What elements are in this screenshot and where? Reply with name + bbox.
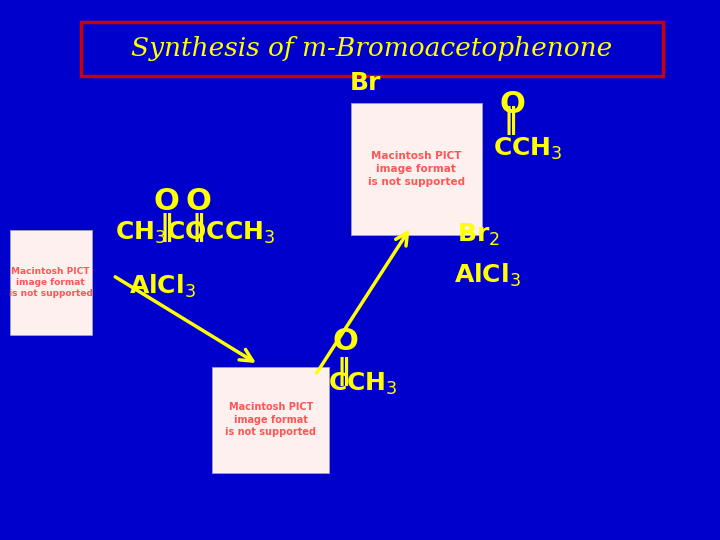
Text: Macintosh PICT
image format
is not supported: Macintosh PICT image format is not suppo… <box>225 402 316 437</box>
Text: Macintosh PICT
image format
is not supported: Macintosh PICT image format is not suppo… <box>368 151 465 187</box>
Text: O: O <box>333 327 359 356</box>
Text: Synthesis of m-Bromoacetophenone: Synthesis of m-Bromoacetophenone <box>132 36 613 61</box>
Text: AlCl$_3$: AlCl$_3$ <box>129 273 196 300</box>
Bar <box>10 230 91 335</box>
Text: Br: Br <box>349 71 381 94</box>
Text: Br$_2$: Br$_2$ <box>457 222 500 248</box>
Text: ‖: ‖ <box>503 106 517 135</box>
Text: ‖: ‖ <box>336 357 351 386</box>
Text: CCH$_3$: CCH$_3$ <box>492 136 562 162</box>
Text: ‖: ‖ <box>159 213 173 242</box>
Text: O: O <box>185 187 211 216</box>
Text: CH$_3$COCCH$_3$: CH$_3$COCCH$_3$ <box>115 219 276 246</box>
Text: AlCl$_3$: AlCl$_3$ <box>454 262 521 289</box>
Text: O: O <box>500 90 526 119</box>
Bar <box>212 367 330 472</box>
Text: O: O <box>153 187 179 216</box>
Text: Macintosh PICT
image format
is not supported: Macintosh PICT image format is not suppo… <box>9 267 93 298</box>
Text: ‖: ‖ <box>191 213 205 242</box>
Text: CCH$_3$: CCH$_3$ <box>328 370 397 397</box>
Bar <box>351 103 482 235</box>
Bar <box>81 22 663 76</box>
